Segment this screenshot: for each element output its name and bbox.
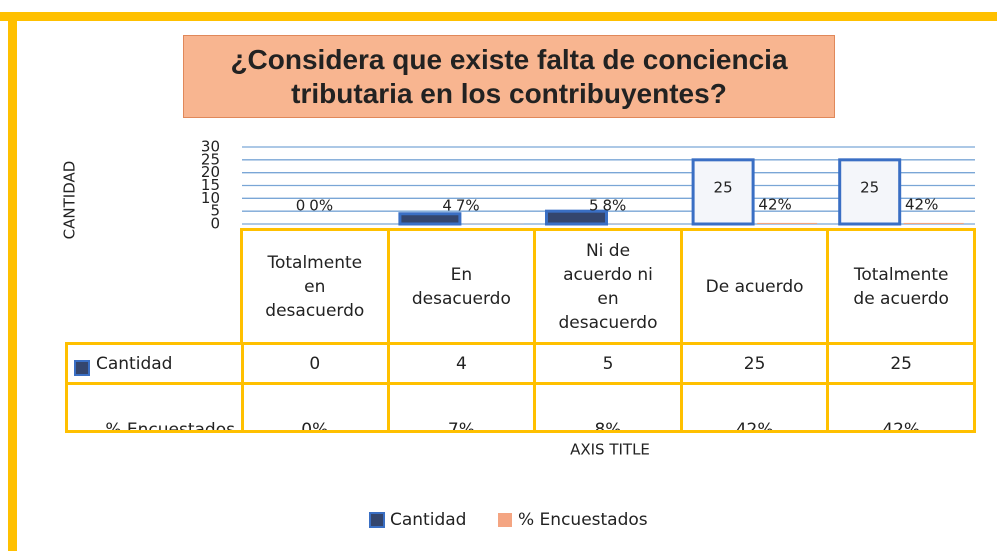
category-cell: Ni de acuerdo ni en desacuerdo xyxy=(533,228,683,345)
data-label: 5 xyxy=(589,197,599,215)
bar xyxy=(903,222,964,224)
data-label: 8% xyxy=(603,197,627,215)
legend-key xyxy=(74,359,90,376)
data-label: 42% xyxy=(905,195,938,213)
bar xyxy=(545,209,608,226)
data-label: 25 xyxy=(714,178,733,196)
table-cell: 8% xyxy=(533,382,683,433)
y-tick-label: 15 xyxy=(201,176,220,194)
table-cell: 5 xyxy=(533,342,683,385)
y-tick-label: 20 xyxy=(201,163,220,181)
legend-swatch xyxy=(369,512,385,528)
table-cell: 7% xyxy=(386,382,537,433)
y-tick-label: 10 xyxy=(201,189,220,207)
table-cell: 0% xyxy=(240,382,390,433)
category-cell: Totalmente de acuerdo xyxy=(826,228,976,345)
y-tick-label: 5 xyxy=(210,202,220,220)
data-label: 7% xyxy=(456,197,480,215)
category-cell: En desacuerdo xyxy=(386,228,537,345)
category-cell: Totalmente en desacuerdo xyxy=(240,228,390,345)
table-cell: 42% xyxy=(826,382,976,433)
y-tick-label: 0 xyxy=(210,215,220,233)
legend-swatch xyxy=(498,513,512,527)
legend-label: Cantidad xyxy=(390,510,466,530)
bar xyxy=(398,212,462,226)
bar xyxy=(838,158,902,226)
table-cell: 25 xyxy=(679,342,830,385)
y-axis-title: CANTIDAD xyxy=(61,161,79,240)
data-label: 4 xyxy=(442,197,452,215)
category-cell: De acuerdo xyxy=(679,228,830,345)
table-cell: 42% xyxy=(679,382,830,433)
y-tick-label: 30 xyxy=(201,138,220,156)
table-cell: 0 xyxy=(240,342,390,385)
chart-title: ¿Considera que existe falta de concienci… xyxy=(183,35,835,118)
series-row-label: Cantidad xyxy=(65,342,244,385)
bar xyxy=(757,222,818,224)
row-label: Cantidad xyxy=(96,353,173,374)
table-cell: 4 xyxy=(386,342,537,385)
legend-label: % Encuestados xyxy=(518,510,648,530)
data-label: 42% xyxy=(758,195,791,213)
x-axis-title: AXIS TITLE xyxy=(570,441,650,459)
data-label: 0 xyxy=(296,197,306,215)
data-label: 25 xyxy=(860,178,879,196)
y-tick-label: 25 xyxy=(201,150,220,168)
frame-top xyxy=(0,12,997,21)
data-label: 0% xyxy=(309,197,333,215)
bar xyxy=(691,158,755,226)
table-cell: 25 xyxy=(826,342,976,385)
series-row-label: % Encuestados xyxy=(65,382,244,433)
frame-left xyxy=(8,12,17,551)
